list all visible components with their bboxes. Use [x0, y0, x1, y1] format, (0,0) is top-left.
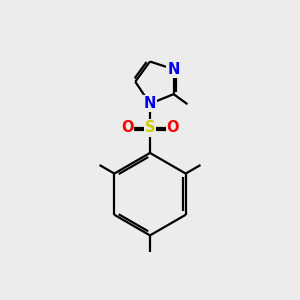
Text: O: O	[167, 120, 179, 135]
Text: N: N	[167, 62, 180, 77]
Text: S: S	[145, 120, 155, 135]
Text: O: O	[121, 120, 133, 135]
Text: N: N	[144, 96, 156, 111]
